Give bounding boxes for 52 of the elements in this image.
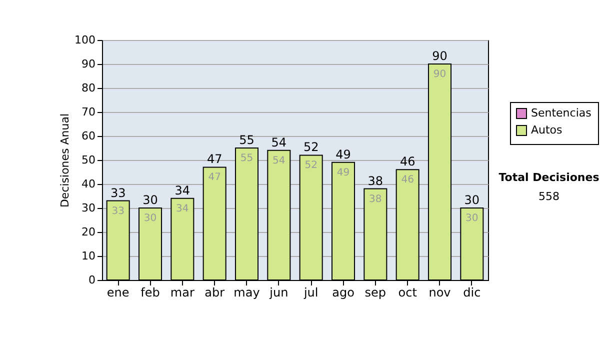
y-tick-label: 20: [82, 226, 96, 238]
data-label: 52: [304, 160, 318, 172]
total-label: 47: [206, 152, 222, 166]
x-tick-label: nov: [428, 286, 451, 300]
total-label: 30: [464, 193, 480, 207]
data-label: 30: [144, 213, 157, 224]
text: Total Decisiones: [498, 171, 600, 184]
y-tick-label: 30: [82, 202, 96, 214]
x-tick-label: sep: [364, 286, 386, 300]
total-label: 90: [432, 49, 448, 63]
x-tick-label: abr: [204, 286, 225, 300]
y-tick-label: 70: [82, 106, 96, 118]
x-tick-label: mar: [170, 286, 194, 300]
total-label: 34: [174, 183, 190, 198]
x-tick-label: may: [234, 286, 260, 300]
y-tick-label: 90: [82, 58, 96, 70]
total-label: 54: [271, 135, 287, 150]
x-tick-label: dic: [463, 286, 481, 300]
data-label: 46: [401, 174, 414, 186]
total-label: 30: [142, 193, 158, 207]
x-tick-label: jun: [268, 286, 288, 300]
x-tick-label: feb: [140, 286, 160, 300]
x-tick-label: ene: [106, 286, 130, 300]
data-label: 47: [208, 172, 221, 184]
data-label: 38: [369, 194, 382, 205]
y-tick-label: 100: [74, 34, 96, 46]
x-tick-label: ago: [332, 286, 354, 300]
y-tick-label: 40: [82, 178, 96, 190]
legend-label: Sentencias: [531, 106, 592, 120]
total-label: 38: [368, 174, 384, 188]
data-label: 90: [433, 69, 446, 80]
data-label: 30: [466, 213, 478, 224]
total-label: 33: [110, 186, 126, 200]
y-tick-label: 60: [82, 130, 96, 142]
y-tick-label: 0: [88, 274, 96, 286]
x-tick-label: oct: [398, 286, 418, 300]
y-tick-label: 10: [82, 250, 96, 262]
data-label: 34: [176, 203, 189, 214]
data-label: 49: [336, 167, 350, 178]
data-label: 54: [272, 155, 286, 166]
total-label: 55: [239, 133, 254, 147]
legend-label: Autos: [531, 124, 563, 136]
y-tick-label: 80: [82, 82, 96, 94]
total-label: 52: [303, 140, 319, 154]
y-tick-label: 50: [82, 154, 96, 166]
y-axis-title: Decisiones Anual: [58, 113, 72, 208]
data-label: 55: [240, 153, 254, 164]
data-label: 33: [112, 206, 124, 217]
text: 558: [538, 190, 560, 203]
total-label: 46: [400, 154, 416, 169]
x-tick-label: jul: [302, 286, 318, 300]
total-label: 49: [336, 147, 351, 162]
